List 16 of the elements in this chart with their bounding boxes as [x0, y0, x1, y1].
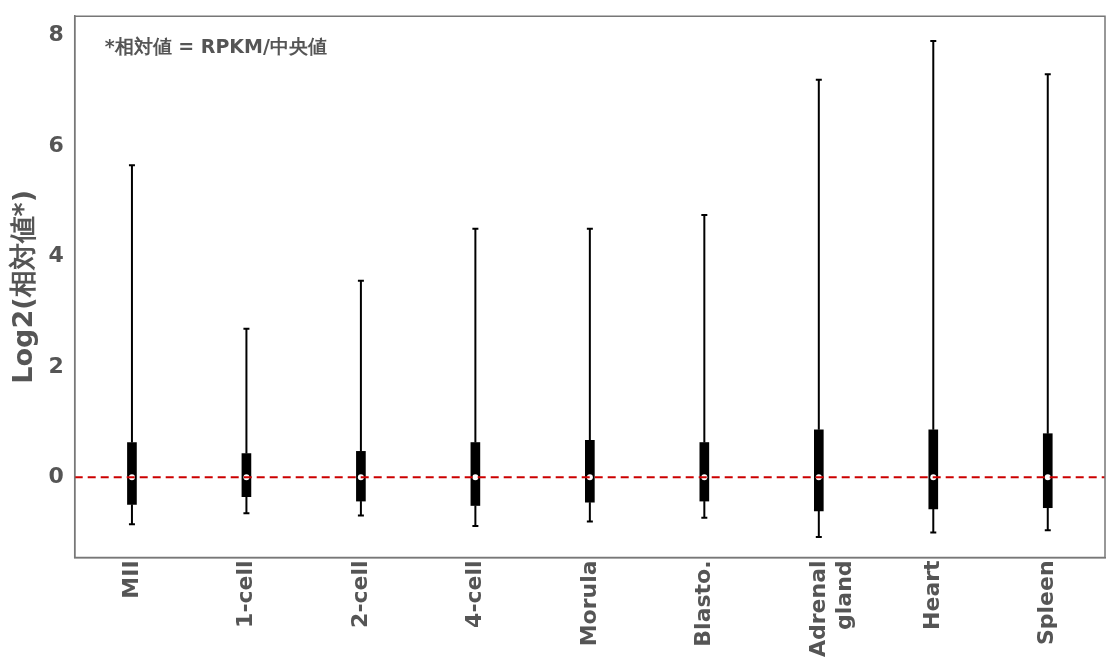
x-tick-label: 1-cell — [232, 560, 258, 628]
x-tick-label: Morula — [575, 560, 601, 647]
y-tick-label: 6 — [48, 131, 64, 157]
y-tick-label: 8 — [48, 21, 64, 47]
x-tick-label: Heart — [919, 559, 944, 630]
x-tick-label: 4-cell — [461, 560, 487, 628]
x-tick-label: Adrenal gland — [804, 560, 856, 657]
annotation: *相対値 = RPKM/中央値 — [104, 34, 327, 57]
x-tick-label: Blasto. — [690, 560, 716, 647]
x-tick-label: MII — [117, 560, 143, 599]
y-tick-label: 0 — [48, 463, 64, 489]
x-tick-label: 2-cell — [346, 560, 372, 628]
x-tick-label: Spleen — [1033, 560, 1059, 646]
y-tick-label: 4 — [48, 242, 64, 268]
y-tick-label: 2 — [48, 352, 64, 378]
y-axis-title: Log2(相対値*) — [7, 189, 39, 384]
